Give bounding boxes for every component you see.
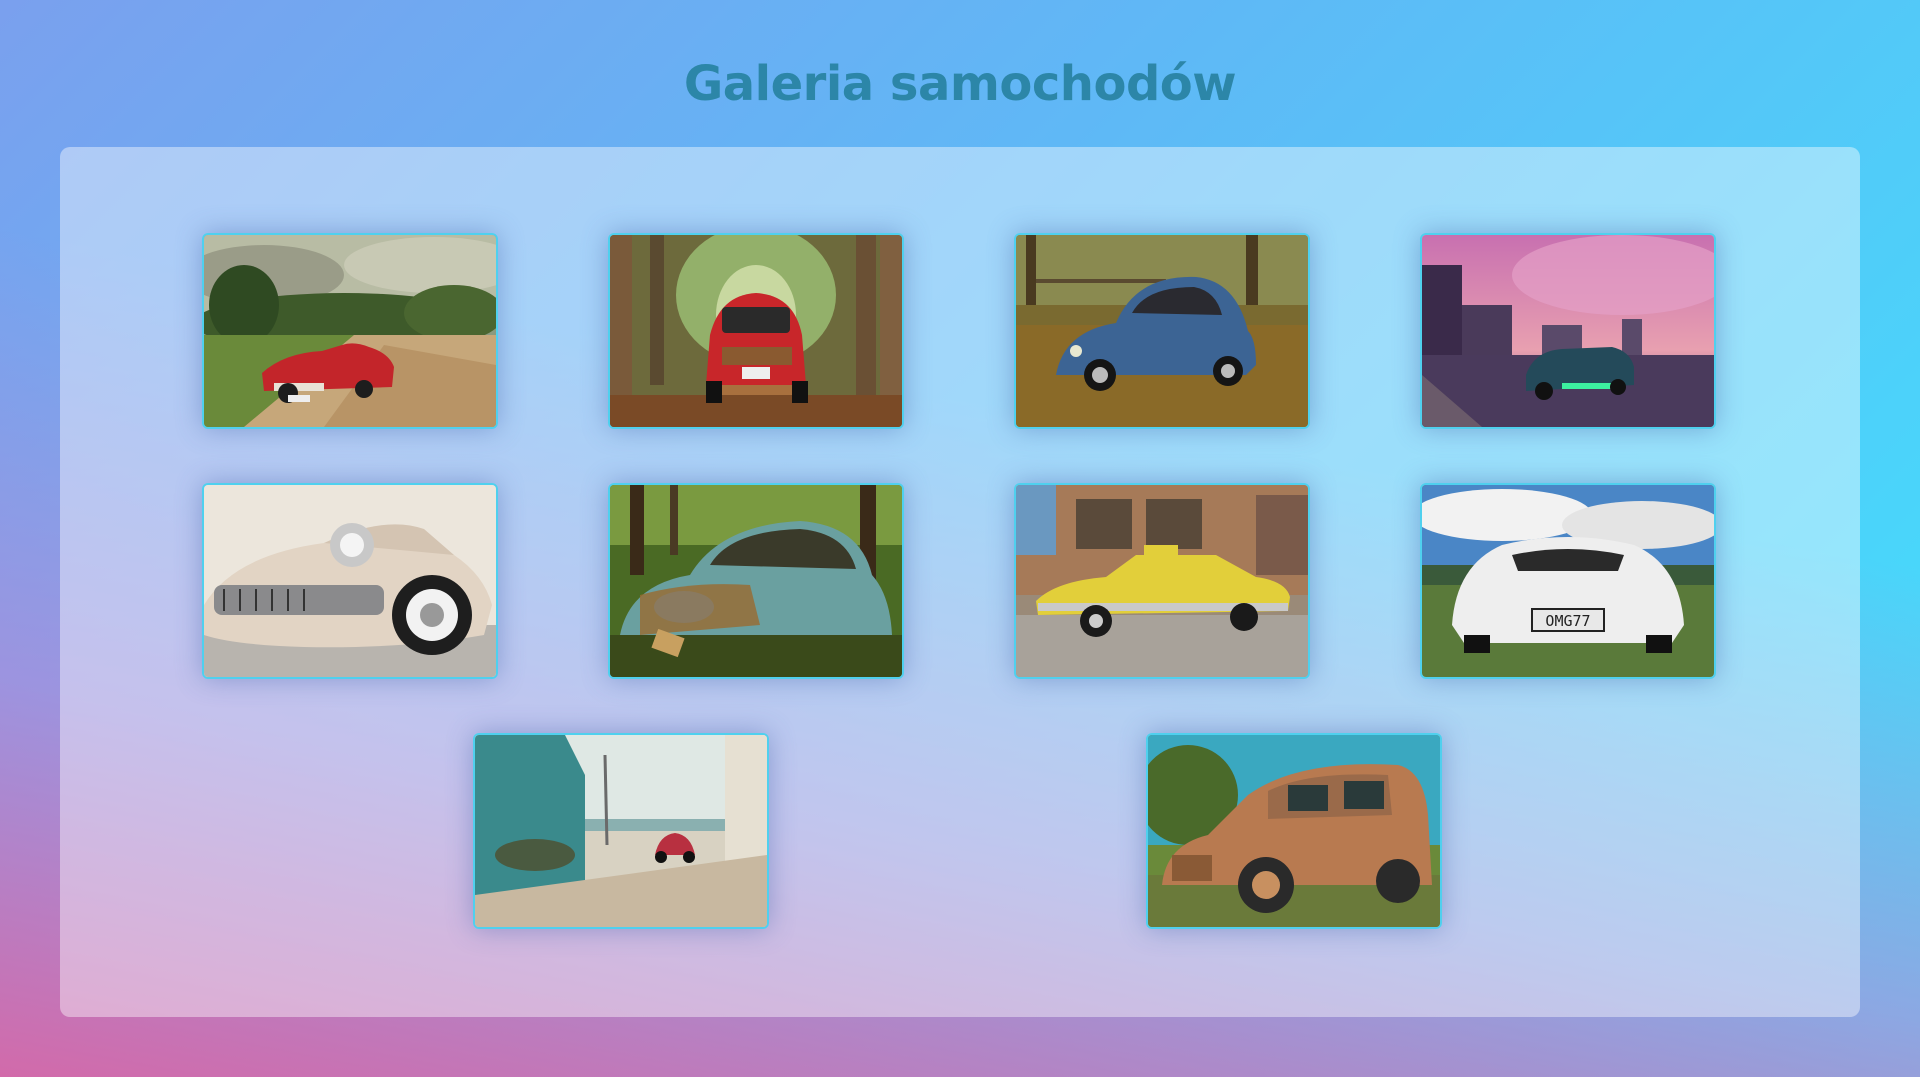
rusty-van-image <box>1148 735 1440 927</box>
white-sports-car-image: OMG77 <box>1422 485 1714 677</box>
gallery-photo-red-car-forest[interactable] <box>608 233 904 429</box>
sunset-city-car-image <box>1422 235 1714 427</box>
yellow-taxi-image <box>1016 485 1308 677</box>
rusty-teal-car-image <box>610 485 902 677</box>
gallery-photo-cream-classic[interactable] <box>202 483 498 679</box>
gallery-photo-rusty-van[interactable] <box>1146 733 1442 929</box>
red-beetle-beach-image <box>475 735 767 927</box>
gallery-photo-sunset-city-car[interactable] <box>1420 233 1716 429</box>
gallery-photo-red-beetle-beach[interactable] <box>473 733 769 929</box>
gallery-photo-white-sports-car[interactable]: OMG77 <box>1420 483 1716 679</box>
gallery-photo-red-convertible[interactable] <box>202 233 498 429</box>
gallery-panel: OMG77 <box>60 147 1860 1017</box>
gallery-photo-yellow-taxi[interactable] <box>1014 483 1310 679</box>
cream-classic-image <box>204 485 496 677</box>
page-title: Galeria samochodów <box>683 56 1237 112</box>
red-convertible-image <box>204 235 496 427</box>
red-car-forest-image <box>610 235 902 427</box>
gallery-photo-blue-beetle[interactable] <box>1014 233 1310 429</box>
license-plate: OMG77 <box>1545 612 1590 630</box>
blue-beetle-image <box>1016 235 1308 427</box>
gallery-photo-rusty-teal-car[interactable] <box>608 483 904 679</box>
